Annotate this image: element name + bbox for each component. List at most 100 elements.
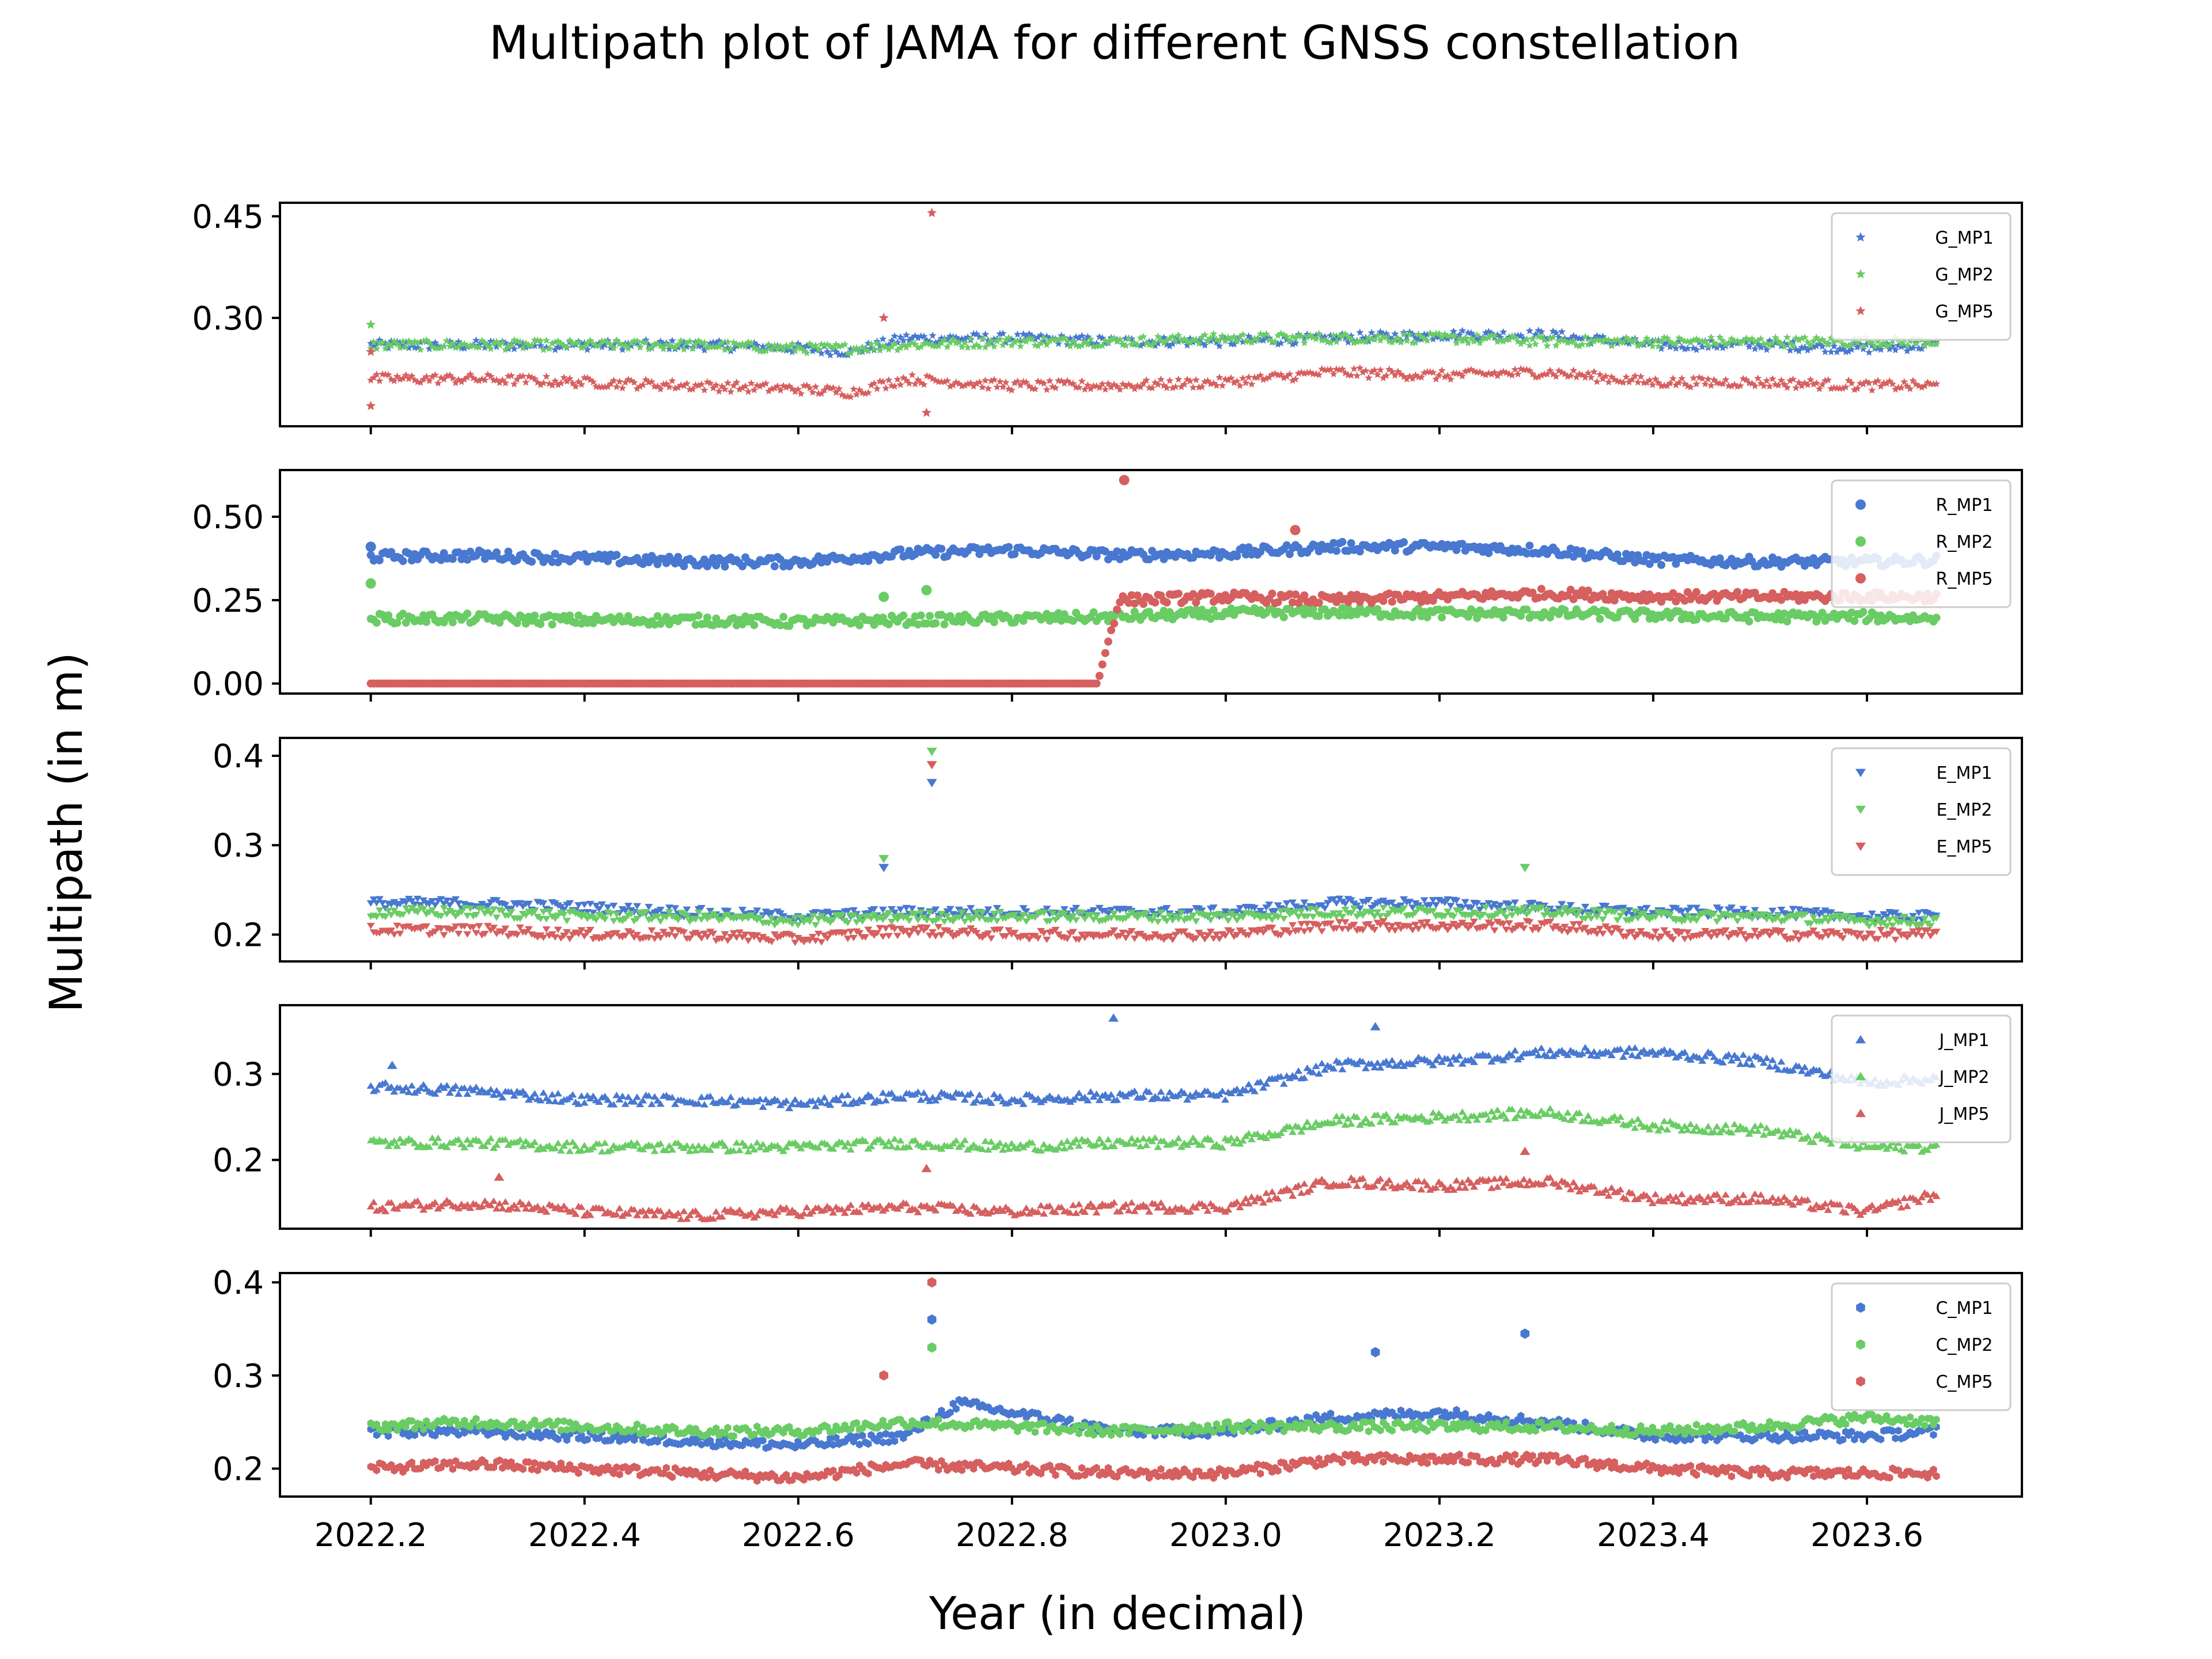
data-point [1438, 333, 1446, 341]
data-point [1157, 375, 1165, 383]
data-point [1341, 900, 1350, 907]
data-point [1204, 337, 1212, 344]
data-point [653, 914, 662, 921]
data-point [1757, 343, 1765, 351]
data-point [1596, 370, 1604, 378]
data-point [1847, 379, 1855, 387]
data-point [1335, 334, 1343, 342]
data-point [1286, 370, 1294, 378]
data-point [1473, 614, 1481, 622]
data-point [475, 923, 483, 930]
data-point [475, 343, 483, 351]
data-point [809, 347, 817, 355]
data-point [1028, 335, 1036, 343]
data-point [1099, 380, 1107, 388]
data-point [1025, 334, 1033, 342]
data-point [1587, 336, 1595, 344]
data-point [1072, 333, 1080, 340]
data-point [1066, 917, 1074, 924]
y-tick-label: 0.4 [213, 738, 264, 775]
data-point [808, 934, 817, 941]
data-point [381, 914, 390, 921]
data-point [814, 930, 823, 937]
data-point [586, 336, 594, 344]
data-point [1332, 925, 1341, 932]
data-point [1763, 346, 1771, 353]
data-point [1151, 342, 1159, 350]
data-point [460, 904, 469, 912]
data-point [495, 340, 503, 349]
data-point [683, 906, 691, 913]
data-point [1189, 912, 1198, 919]
data-point [428, 898, 437, 905]
data-point [525, 926, 533, 933]
data-point [507, 340, 516, 349]
data-point [1859, 380, 1868, 388]
data-point [870, 379, 878, 387]
data-point [1680, 917, 1689, 924]
data-point [1148, 341, 1156, 349]
data-point [545, 344, 554, 352]
data-point [735, 929, 744, 936]
data-point [501, 379, 509, 387]
data-point [1558, 901, 1566, 908]
data-point [1540, 336, 1548, 344]
data-point [1019, 912, 1028, 919]
data-point [914, 376, 922, 384]
data-point [460, 344, 468, 352]
data-point [384, 370, 392, 378]
data-point [805, 918, 814, 925]
data-point [1025, 936, 1033, 943]
data-point [1215, 935, 1224, 942]
data-point [1022, 337, 1031, 345]
data-point [1189, 554, 1198, 562]
data-point [636, 382, 644, 390]
data-point [1306, 331, 1315, 339]
data-point [1131, 339, 1139, 347]
data-point [1101, 611, 1109, 619]
data-point [528, 341, 536, 349]
data-point [698, 380, 706, 388]
data-point [1818, 934, 1827, 941]
data-point [1511, 906, 1520, 913]
data-point [642, 909, 650, 916]
data-point [1355, 905, 1364, 912]
data-point [1663, 381, 1671, 389]
data-point [375, 556, 384, 565]
data-point [1376, 366, 1384, 373]
data-point [764, 387, 773, 395]
data-point [1619, 378, 1627, 386]
data-point [416, 378, 425, 386]
data-point [1379, 904, 1388, 911]
data-point [671, 559, 679, 568]
data-point [1502, 369, 1510, 376]
data-point [1540, 912, 1548, 919]
data-point [381, 1079, 390, 1086]
data-point [486, 1086, 495, 1093]
data-point [516, 900, 524, 907]
data-point [665, 904, 673, 911]
data-point [1692, 335, 1700, 343]
data-point [621, 907, 630, 915]
data-point [721, 346, 729, 353]
data-point [1766, 341, 1774, 349]
data-point [1932, 340, 1941, 348]
data-point [1104, 910, 1112, 917]
data-point [1215, 373, 1224, 381]
data-point [1175, 375, 1183, 383]
data-point [1350, 365, 1358, 372]
data-point [647, 927, 656, 934]
data-point [1908, 916, 1917, 923]
data-point [1169, 384, 1177, 392]
data-point [1379, 374, 1388, 381]
data-point [1663, 339, 1671, 346]
data-point [501, 339, 509, 347]
data-point [896, 333, 904, 340]
data-point [832, 388, 840, 396]
data-point [1642, 904, 1651, 912]
data-point [1174, 589, 1183, 598]
data-point [730, 381, 738, 389]
data-point [1238, 331, 1247, 338]
data-point [454, 1090, 463, 1097]
data-point [504, 912, 513, 919]
